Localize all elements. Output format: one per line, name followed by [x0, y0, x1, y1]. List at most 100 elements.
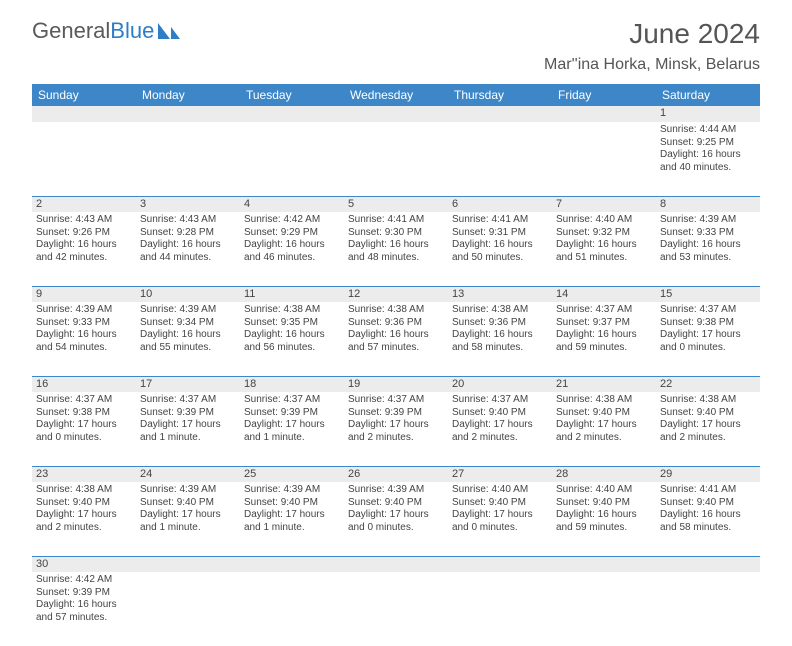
daylight-text: Daylight: 17 hours and 2 minutes. — [556, 419, 652, 444]
logo-text-a: General — [32, 18, 110, 44]
logo: GeneralBlue — [32, 18, 182, 44]
day-content-cell: Sunrise: 4:37 AMSunset: 9:37 PMDaylight:… — [552, 302, 656, 376]
sunset-text: Sunset: 9:32 PM — [556, 227, 652, 240]
daylight-text: Daylight: 17 hours and 1 minute. — [140, 509, 236, 534]
weekday-header: Friday — [552, 84, 656, 106]
day-number-cell: 5 — [344, 196, 448, 212]
day-content-row: Sunrise: 4:42 AMSunset: 9:39 PMDaylight:… — [32, 572, 760, 646]
sunrise-text: Sunrise: 4:41 AM — [660, 484, 756, 497]
daylight-text: Daylight: 16 hours and 54 minutes. — [36, 329, 132, 354]
sunset-text: Sunset: 9:33 PM — [660, 227, 756, 240]
day-number-cell: 20 — [448, 376, 552, 392]
day-content-cell: Sunrise: 4:37 AMSunset: 9:39 PMDaylight:… — [240, 392, 344, 466]
sunrise-text: Sunrise: 4:37 AM — [660, 304, 756, 317]
daylight-text: Daylight: 17 hours and 1 minute. — [140, 419, 236, 444]
month-title: June 2024 — [544, 18, 760, 50]
sunset-text: Sunset: 9:40 PM — [452, 407, 548, 420]
day-content-cell — [240, 122, 344, 196]
day-content-cell: Sunrise: 4:38 AMSunset: 9:40 PMDaylight:… — [32, 482, 136, 556]
daylight-text: Daylight: 16 hours and 44 minutes. — [140, 239, 236, 264]
sunset-text: Sunset: 9:28 PM — [140, 227, 236, 240]
day-content-cell — [240, 572, 344, 646]
title-block: June 2024 Mar''ina Horka, Minsk, Belarus — [544, 18, 760, 74]
sunrise-text: Sunrise: 4:40 AM — [556, 214, 652, 227]
day-content-row: Sunrise: 4:38 AMSunset: 9:40 PMDaylight:… — [32, 482, 760, 556]
sunrise-text: Sunrise: 4:37 AM — [140, 394, 236, 407]
daylight-text: Daylight: 17 hours and 2 minutes. — [348, 419, 444, 444]
daylight-text: Daylight: 16 hours and 51 minutes. — [556, 239, 652, 264]
sunrise-text: Sunrise: 4:39 AM — [36, 304, 132, 317]
sunrise-text: Sunrise: 4:38 AM — [556, 394, 652, 407]
day-number-cell — [136, 106, 240, 122]
day-content-cell: Sunrise: 4:38 AMSunset: 9:35 PMDaylight:… — [240, 302, 344, 376]
day-number-cell: 26 — [344, 466, 448, 482]
sunset-text: Sunset: 9:39 PM — [36, 587, 132, 600]
day-content-cell — [448, 122, 552, 196]
daylight-text: Daylight: 16 hours and 53 minutes. — [660, 239, 756, 264]
day-number-cell: 21 — [552, 376, 656, 392]
day-number-cell: 10 — [136, 286, 240, 302]
day-number-cell: 6 — [448, 196, 552, 212]
sunrise-text: Sunrise: 4:37 AM — [452, 394, 548, 407]
sunrise-text: Sunrise: 4:39 AM — [660, 214, 756, 227]
day-content-cell: Sunrise: 4:39 AMSunset: 9:40 PMDaylight:… — [344, 482, 448, 556]
logo-sail-icon — [156, 21, 182, 41]
day-number-cell — [240, 556, 344, 572]
day-content-cell: Sunrise: 4:41 AMSunset: 9:31 PMDaylight:… — [448, 212, 552, 286]
day-number-cell: 29 — [656, 466, 760, 482]
sunrise-text: Sunrise: 4:43 AM — [36, 214, 132, 227]
day-content-cell: Sunrise: 4:37 AMSunset: 9:38 PMDaylight:… — [656, 302, 760, 376]
weekday-header: Sunday — [32, 84, 136, 106]
sunrise-text: Sunrise: 4:38 AM — [244, 304, 340, 317]
sunset-text: Sunset: 9:35 PM — [244, 317, 340, 330]
day-number-cell: 18 — [240, 376, 344, 392]
daylight-text: Daylight: 16 hours and 40 minutes. — [660, 149, 756, 174]
day-content-cell — [136, 122, 240, 196]
sunset-text: Sunset: 9:38 PM — [36, 407, 132, 420]
day-content-cell: Sunrise: 4:39 AMSunset: 9:34 PMDaylight:… — [136, 302, 240, 376]
weekday-header: Wednesday — [344, 84, 448, 106]
day-number-cell: 25 — [240, 466, 344, 482]
day-number-row: 9101112131415 — [32, 286, 760, 302]
sunset-text: Sunset: 9:40 PM — [556, 407, 652, 420]
day-content-cell — [344, 122, 448, 196]
sunset-text: Sunset: 9:38 PM — [660, 317, 756, 330]
sunset-text: Sunset: 9:40 PM — [660, 497, 756, 510]
day-content-cell — [656, 572, 760, 646]
weekday-header: Thursday — [448, 84, 552, 106]
sunset-text: Sunset: 9:36 PM — [452, 317, 548, 330]
weekday-header: Tuesday — [240, 84, 344, 106]
day-content-cell: Sunrise: 4:42 AMSunset: 9:29 PMDaylight:… — [240, 212, 344, 286]
day-content-cell: Sunrise: 4:38 AMSunset: 9:36 PMDaylight:… — [448, 302, 552, 376]
day-number-cell: 8 — [656, 196, 760, 212]
day-number-cell: 17 — [136, 376, 240, 392]
day-content-cell — [552, 122, 656, 196]
daylight-text: Daylight: 17 hours and 0 minutes. — [348, 509, 444, 534]
sunrise-text: Sunrise: 4:38 AM — [452, 304, 548, 317]
day-number-row: 1 — [32, 106, 760, 122]
daylight-text: Daylight: 16 hours and 56 minutes. — [244, 329, 340, 354]
sunset-text: Sunset: 9:40 PM — [348, 497, 444, 510]
day-number-cell: 11 — [240, 286, 344, 302]
sunset-text: Sunset: 9:31 PM — [452, 227, 548, 240]
sunrise-text: Sunrise: 4:39 AM — [244, 484, 340, 497]
day-number-cell: 1 — [656, 106, 760, 122]
day-content-cell: Sunrise: 4:37 AMSunset: 9:40 PMDaylight:… — [448, 392, 552, 466]
sunset-text: Sunset: 9:29 PM — [244, 227, 340, 240]
day-content-cell: Sunrise: 4:37 AMSunset: 9:38 PMDaylight:… — [32, 392, 136, 466]
sunset-text: Sunset: 9:40 PM — [244, 497, 340, 510]
day-content-cell: Sunrise: 4:40 AMSunset: 9:40 PMDaylight:… — [448, 482, 552, 556]
day-number-cell: 22 — [656, 376, 760, 392]
day-number-cell: 24 — [136, 466, 240, 482]
sunset-text: Sunset: 9:40 PM — [452, 497, 548, 510]
day-number-cell: 15 — [656, 286, 760, 302]
sunset-text: Sunset: 9:34 PM — [140, 317, 236, 330]
sunset-text: Sunset: 9:26 PM — [36, 227, 132, 240]
day-content-cell: Sunrise: 4:40 AMSunset: 9:40 PMDaylight:… — [552, 482, 656, 556]
weekday-header: Saturday — [656, 84, 760, 106]
sunrise-text: Sunrise: 4:40 AM — [452, 484, 548, 497]
day-content-row: Sunrise: 4:44 AMSunset: 9:25 PMDaylight:… — [32, 122, 760, 196]
sunrise-text: Sunrise: 4:39 AM — [140, 304, 236, 317]
day-number-cell: 19 — [344, 376, 448, 392]
daylight-text: Daylight: 16 hours and 46 minutes. — [244, 239, 340, 264]
